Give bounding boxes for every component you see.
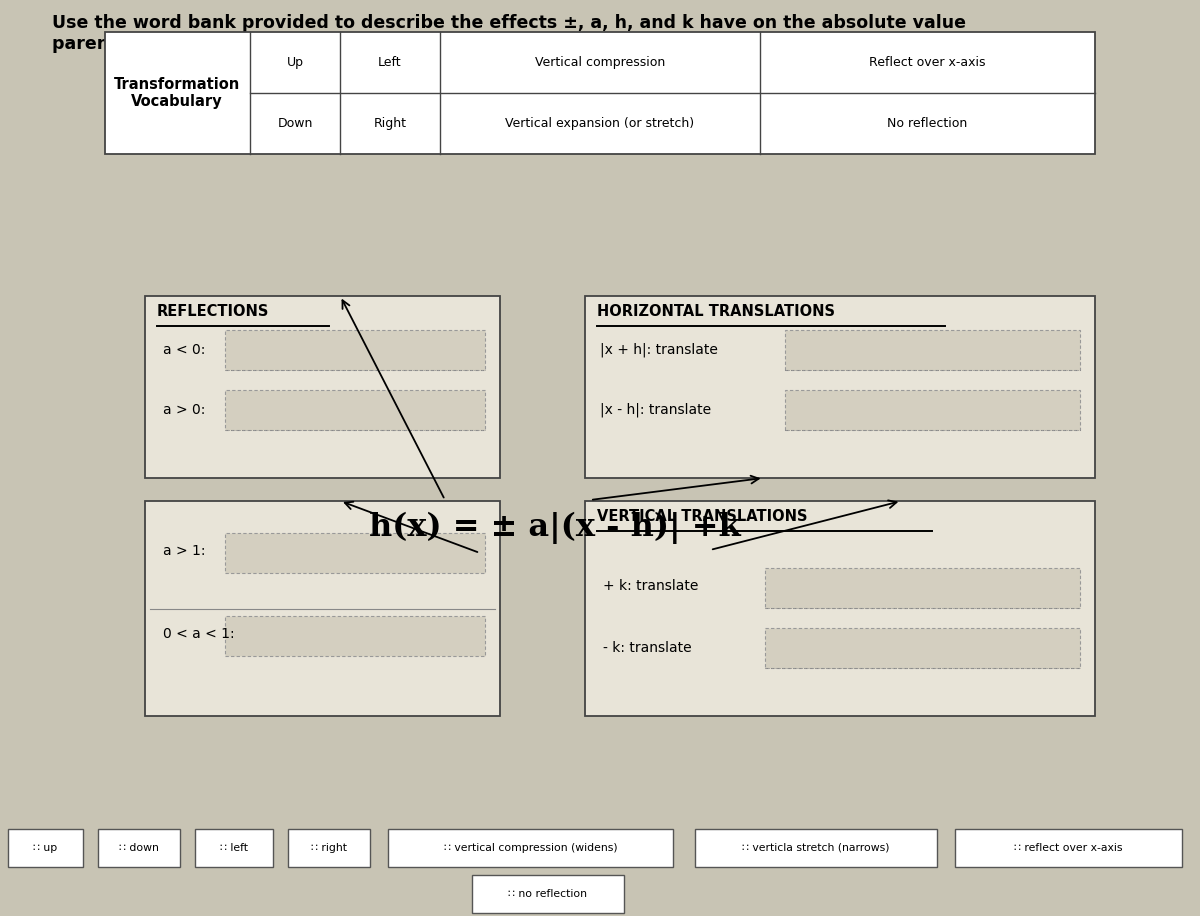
Text: ∷ no reflection: ∷ no reflection <box>509 889 588 899</box>
Bar <box>226 533 485 573</box>
Text: Reflect over x-axis: Reflect over x-axis <box>869 56 985 69</box>
Bar <box>766 628 1080 668</box>
Text: Transformation
Vocabulary: Transformation Vocabulary <box>114 77 240 109</box>
Text: ∷ verticla stretch (narrows): ∷ verticla stretch (narrows) <box>743 843 889 853</box>
Text: h(x) = ± a|(x - h)| +k: h(x) = ± a|(x - h)| +k <box>370 512 740 544</box>
Bar <box>8 829 83 867</box>
Text: ∷ up: ∷ up <box>34 843 58 853</box>
Bar <box>472 875 624 913</box>
Bar <box>388 829 673 867</box>
Bar <box>766 568 1080 608</box>
Text: VERTICAL TRANSLATIONS: VERTICAL TRANSLATIONS <box>598 509 808 524</box>
Text: Vertical expansion (or stretch): Vertical expansion (or stretch) <box>505 117 695 130</box>
Bar <box>955 829 1182 867</box>
Text: a > 1:: a > 1: <box>163 544 205 558</box>
Text: ∷ left: ∷ left <box>220 843 248 853</box>
Bar <box>288 829 370 867</box>
Bar <box>785 390 1080 430</box>
Text: Right: Right <box>373 117 407 130</box>
Text: No reflection: No reflection <box>887 117 967 130</box>
Bar <box>98 829 180 867</box>
Text: |x + h|: translate: |x + h|: translate <box>600 343 718 357</box>
Text: ∷ right: ∷ right <box>311 843 347 853</box>
Text: Use the word bank provided to describe the effects ±, a, h, and k have on the ab: Use the word bank provided to describe t… <box>52 14 966 53</box>
Text: Left: Left <box>378 56 402 69</box>
Text: a < 0:: a < 0: <box>163 343 205 357</box>
Bar <box>226 330 485 370</box>
Text: REFLECTIONS: REFLECTIONS <box>157 304 269 319</box>
Text: + k: translate: + k: translate <box>602 579 698 593</box>
Bar <box>586 296 1096 478</box>
Text: Vertical compression: Vertical compression <box>535 56 665 69</box>
Text: ∷ down: ∷ down <box>119 843 158 853</box>
Text: Up: Up <box>287 56 304 69</box>
Bar <box>106 32 1096 154</box>
Bar <box>226 390 485 430</box>
Bar <box>226 616 485 656</box>
Text: |x - h|: translate: |x - h|: translate <box>600 403 712 418</box>
Bar <box>194 829 274 867</box>
Text: - k: translate: - k: translate <box>602 641 691 655</box>
Bar <box>145 501 500 716</box>
Bar <box>586 501 1096 716</box>
Bar <box>145 296 500 478</box>
Bar <box>785 330 1080 370</box>
Bar <box>695 829 937 867</box>
Text: HORIZONTAL TRANSLATIONS: HORIZONTAL TRANSLATIONS <box>598 304 835 319</box>
Text: 0 < a < 1:: 0 < a < 1: <box>163 627 235 641</box>
Text: a > 0:: a > 0: <box>163 403 205 417</box>
Text: Down: Down <box>277 117 313 130</box>
Text: ∷ vertical compression (widens): ∷ vertical compression (widens) <box>444 843 617 853</box>
Text: ∷ reflect over x-axis: ∷ reflect over x-axis <box>1014 843 1123 853</box>
